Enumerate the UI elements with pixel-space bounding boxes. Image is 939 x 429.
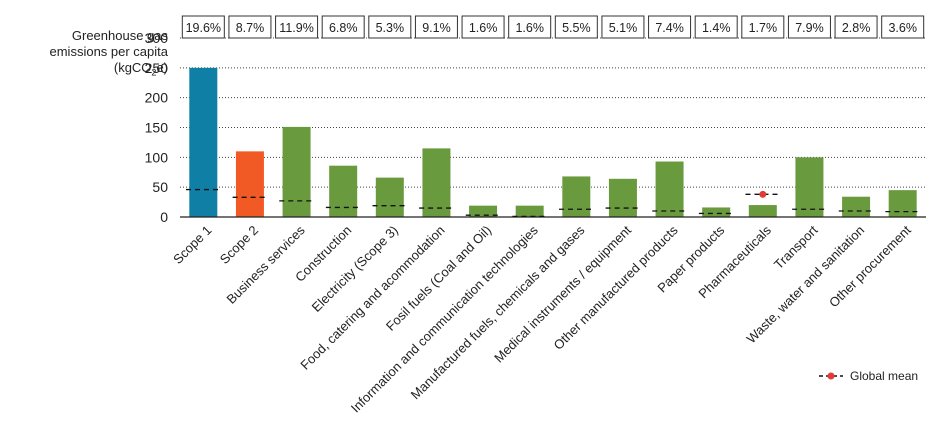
percent-label-box [275,15,319,39]
y-axis-unit-prefix: (kgCO [113,60,152,75]
percent-label: 5.1% [609,21,638,35]
percent-label-box [741,15,785,39]
legend: Global mean [818,369,918,383]
percent-label-box [554,15,598,39]
percent-label: 8.7% [236,21,265,35]
percent-label-box [228,15,272,39]
y-axis-title-line-2: emissions per capita [49,44,169,59]
bar [375,177,404,217]
percent-label-box [368,15,412,39]
percent-label: 1.7% [749,21,778,35]
percent-label-box [508,15,552,39]
y-axis-unit-suffix: e) [156,60,168,75]
percent-label: 11.9% [279,21,314,35]
bar [842,196,871,217]
percent-label-box [787,15,831,39]
y-tick-label: 100 [145,149,169,165]
global-mean-marker [759,190,767,198]
percent-label: 5.3% [376,21,405,35]
y-axis-title: Greenhouse gas emissions per capita (kgC… [4,28,169,81]
bar [795,157,824,217]
percent-label-box [834,15,878,39]
y-axis-unit-subscript: 2 [151,67,157,78]
x-tick-label: Scope 2 [217,223,261,267]
percent-label-box [461,15,505,39]
percent-label: 7.9% [795,21,824,35]
percent-label-box [414,15,458,39]
percent-label-box [181,15,225,39]
percent-label: 5.5% [562,21,591,35]
y-tick-label: 250 [145,60,169,76]
x-tick-label: Business services [224,222,309,307]
bar [888,190,917,217]
bar [655,161,684,217]
percent-label-box [881,15,925,39]
y-tick-label: 300 [145,30,169,46]
percent-label-box [694,15,738,39]
bar [329,165,358,217]
bar [562,176,591,217]
y-tick-label: 0 [160,209,168,225]
percent-label: 1.6% [469,21,498,35]
y-axis-title-unit: (kgCO2e) [4,60,168,81]
x-tick-label: Scope 1 [170,223,214,267]
bar [608,178,637,217]
x-tick-label: Electricity (Scope 3) [309,223,401,315]
percent-label: 9.1% [422,21,451,35]
percent-label-box [321,15,365,39]
x-tick-label: Manufactured fuels, chemicals and gases [408,222,588,402]
y-tick-label: 50 [152,179,168,195]
y-tick-label: 200 [145,90,169,106]
legend-global-mean-label: Global mean [850,369,919,383]
bar [235,151,264,217]
bar [422,148,451,217]
bar [189,67,218,217]
y-axis-title-line-1: Greenhouse gas [71,28,168,43]
legend-global-mean-symbol [819,372,843,380]
percent-label-box [601,15,645,39]
bar [515,205,544,217]
percent-label: 19.6% [186,21,221,35]
y-tick-label: 150 [145,120,169,136]
percent-label: 6.8% [329,21,358,35]
x-tick-label: Other procurement [826,222,914,310]
percent-label: 3.6% [888,21,917,35]
bar [282,126,311,217]
percent-label: 2.8% [842,21,871,35]
percent-label: 1.6% [515,21,544,35]
percent-label-box [648,15,692,39]
bar [748,205,777,217]
bar [702,207,731,217]
bar [469,205,498,217]
percent-label: 1.4% [702,21,731,35]
percent-label: 7.4% [655,21,684,35]
